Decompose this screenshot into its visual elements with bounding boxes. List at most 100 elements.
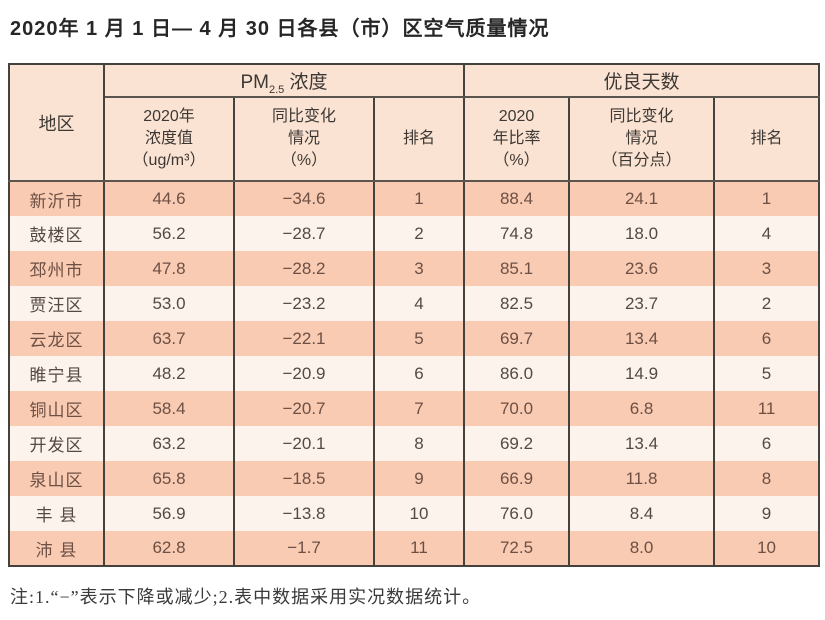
header-pm-change: 同比变化 情况 （%）	[233, 97, 375, 182]
good-rank-cell: 8	[713, 461, 821, 496]
good-change-cell: 24.1	[568, 181, 716, 216]
table-row: 开发区 63.2 −20.1 8 69.2 13.4 6	[8, 426, 821, 461]
pm-value-cell: 48.2	[103, 356, 235, 391]
pm-change-cell: −28.2	[233, 251, 375, 286]
pm-rank-cell: 5	[372, 321, 466, 356]
table-row: 铜山区 58.4 −20.7 7 70.0 6.8 11	[8, 391, 821, 426]
good-change-cell: 23.7	[568, 286, 716, 321]
region-cell: 铜山区	[8, 391, 105, 426]
good-rate-cell: 69.2	[463, 426, 571, 461]
good-rate-cell: 74.8	[463, 216, 571, 251]
header-region: 地区	[8, 64, 105, 182]
good-rank-cell: 6	[713, 321, 821, 356]
good-rate-cell: 82.5	[463, 286, 571, 321]
pm-value-cell: 53.0	[103, 286, 235, 321]
good-rate-cell: 72.5	[463, 531, 571, 566]
pm-change-cell: −13.8	[233, 496, 375, 531]
pm-rank-cell: 9	[372, 461, 466, 496]
region-cell: 鼓楼区	[8, 216, 105, 251]
good-rate-cell: 76.0	[463, 496, 571, 531]
good-rank-cell: 3	[713, 251, 821, 286]
pm-value-cell: 63.7	[103, 321, 235, 356]
pm-rank-cell: 4	[372, 286, 466, 321]
pm-rank-cell: 7	[372, 391, 466, 426]
header-good-rank: 排名	[713, 97, 821, 182]
good-rank-cell: 2	[713, 286, 821, 321]
region-cell: 沛 县	[8, 531, 105, 566]
table-row: 睢宁县 48.2 −20.9 6 86.0 14.9 5	[8, 356, 821, 391]
header-good-change: 同比变化 情况 （百分点）	[568, 97, 716, 182]
header-pm-rank: 排名	[372, 97, 466, 182]
pm-rank-cell: 8	[372, 426, 466, 461]
table-row: 鼓楼区 56.2 −28.7 2 74.8 18.0 4	[8, 216, 821, 251]
table-row: 云龙区 63.7 −22.1 5 69.7 13.4 6	[8, 321, 821, 356]
region-cell: 睢宁县	[8, 356, 105, 391]
good-change-cell: 13.4	[568, 321, 716, 356]
pm-rank-cell: 6	[372, 356, 466, 391]
good-rank-cell: 4	[713, 216, 821, 251]
good-change-cell: 13.4	[568, 426, 716, 461]
region-cell: 邳州市	[8, 251, 105, 286]
good-rank-cell: 9	[713, 496, 821, 531]
pm-value-cell: 58.4	[103, 391, 235, 426]
page-title: 2020年 1 月 1 日— 4 月 30 日各县（市）区空气质量情况	[10, 18, 550, 40]
good-rate-cell: 66.9	[463, 461, 571, 496]
region-cell: 云龙区	[8, 321, 105, 356]
good-change-cell: 8.4	[568, 496, 716, 531]
good-change-cell: 6.8	[568, 391, 716, 426]
pm-value-cell: 62.8	[103, 531, 235, 566]
pm-value-cell: 44.6	[103, 181, 235, 216]
header-pm25-group: PM2.5 浓度	[102, 64, 466, 98]
good-rank-cell: 10	[713, 531, 821, 566]
pm25-subscript: 2.5	[268, 83, 285, 96]
table-row: 新沂市 44.6 −34.6 1 88.4 24.1 1	[8, 181, 821, 216]
region-cell: 新沂市	[8, 181, 105, 216]
group-header-row: 地区 PM2.5 浓度 优良天数	[8, 64, 821, 182]
pm-value-cell: 56.2	[103, 216, 235, 251]
pm-rank-cell: 2	[372, 216, 466, 251]
pm-change-cell: −18.5	[233, 461, 375, 496]
good-rate-cell: 85.1	[463, 251, 571, 286]
pm-change-cell: −22.1	[233, 321, 375, 356]
footnote: 注:1.“−”表示下降或减少;2.表中数据采用实况数据统计。	[10, 587, 482, 607]
sub-header-row: 2020年 浓度值 （ug/m³） 同比变化 情况 （%） 排名 2020 年比…	[9, 97, 821, 182]
header-good-rate: 2020 年比率 （%）	[463, 97, 571, 182]
pm-change-cell: −1.7	[233, 531, 375, 566]
good-rate-cell: 70.0	[463, 391, 571, 426]
pm-rank-cell: 10	[372, 496, 466, 531]
pm-rank-cell: 11	[372, 531, 466, 566]
good-rank-cell: 11	[713, 391, 821, 426]
good-change-cell: 23.6	[568, 251, 716, 286]
header-pm-value: 2020年 浓度值 （ug/m³）	[103, 97, 235, 182]
region-cell: 泉山区	[8, 461, 105, 496]
pm25-label: PM2.5 浓度	[240, 72, 328, 96]
region-cell: 开发区	[8, 426, 105, 461]
table-row: 泉山区 65.8 −18.5 9 66.9 11.8 8	[8, 461, 821, 496]
region-cell: 贾汪区	[8, 286, 105, 321]
table-body: 新沂市 44.6 −34.6 1 88.4 24.1 1 鼓楼区 56.2 −2…	[8, 181, 821, 566]
pm-rank-cell: 3	[372, 251, 466, 286]
good-rate-cell: 88.4	[463, 181, 571, 216]
good-rank-cell: 5	[713, 356, 821, 391]
air-quality-table: 地区 PM2.5 浓度 优良天数 2020年 浓度值 （ug/m³） 同比变化 …	[8, 63, 821, 567]
pm-value-cell: 47.8	[103, 251, 235, 286]
table-header: 地区 PM2.5 浓度 优良天数 2020年 浓度值 （ug/m³） 同比变化 …	[8, 64, 821, 182]
pm-change-cell: −20.1	[233, 426, 375, 461]
pm-change-cell: −34.6	[233, 181, 375, 216]
header-good-days-group: 优良天数	[463, 64, 821, 98]
table-row: 沛 县 62.8 −1.7 11 72.5 8.0 10	[8, 531, 821, 566]
region-cell: 丰 县	[8, 496, 105, 531]
pm-change-cell: −28.7	[233, 216, 375, 251]
good-rank-cell: 1	[713, 181, 821, 216]
pm-value-cell: 63.2	[103, 426, 235, 461]
good-rate-cell: 86.0	[463, 356, 571, 391]
good-change-cell: 18.0	[568, 216, 716, 251]
pm-change-cell: −20.9	[233, 356, 375, 391]
pm-change-cell: −23.2	[233, 286, 375, 321]
pm-rank-cell: 1	[372, 181, 466, 216]
table-row: 贾汪区 53.0 −23.2 4 82.5 23.7 2	[8, 286, 821, 321]
table-row: 邳州市 47.8 −28.2 3 85.1 23.6 3	[8, 251, 821, 286]
pm-value-cell: 65.8	[103, 461, 235, 496]
good-rank-cell: 6	[713, 426, 821, 461]
